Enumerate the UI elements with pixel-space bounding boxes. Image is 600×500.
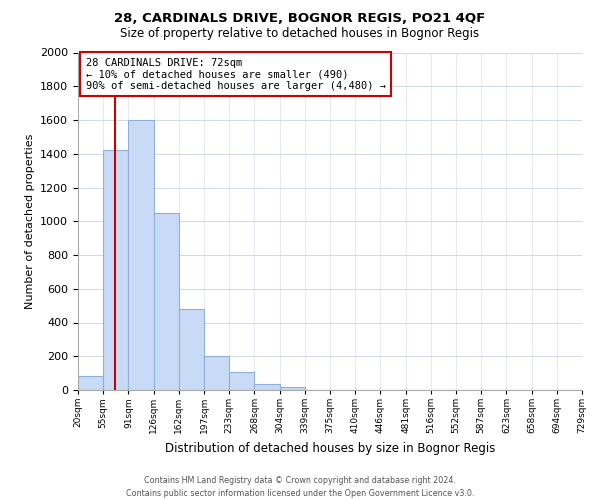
- Bar: [78, 376, 103, 390]
- Text: 28 CARDINALS DRIVE: 72sqm
← 10% of detached houses are smaller (490)
90% of semi: 28 CARDINALS DRIVE: 72sqm ← 10% of detac…: [86, 58, 386, 91]
- Bar: [254, 384, 280, 390]
- Bar: [204, 356, 229, 390]
- Text: Size of property relative to detached houses in Bognor Regis: Size of property relative to detached ho…: [121, 28, 479, 40]
- Bar: [154, 213, 179, 390]
- X-axis label: Distribution of detached houses by size in Bognor Regis: Distribution of detached houses by size …: [165, 442, 495, 454]
- Text: 28, CARDINALS DRIVE, BOGNOR REGIS, PO21 4QF: 28, CARDINALS DRIVE, BOGNOR REGIS, PO21 …: [115, 12, 485, 26]
- Bar: [280, 388, 305, 390]
- Text: Contains HM Land Registry data © Crown copyright and database right 2024.
Contai: Contains HM Land Registry data © Crown c…: [126, 476, 474, 498]
- Bar: [103, 150, 128, 390]
- Bar: [229, 372, 254, 390]
- Y-axis label: Number of detached properties: Number of detached properties: [25, 134, 35, 309]
- Bar: [128, 120, 154, 390]
- Bar: [179, 309, 204, 390]
